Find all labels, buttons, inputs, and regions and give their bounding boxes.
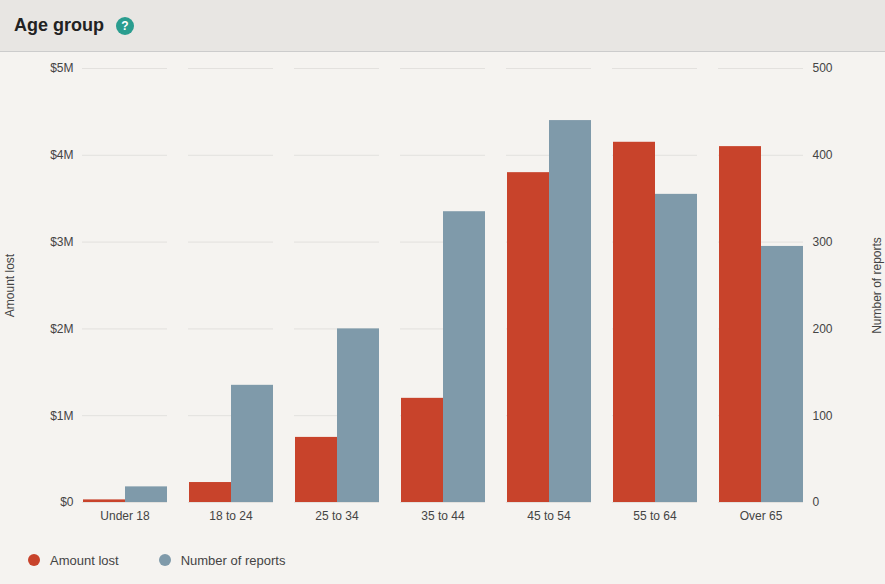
svg-text:18 to 24: 18 to 24 [209,509,253,523]
svg-text:$0: $0 [60,495,74,509]
svg-text:$5M: $5M [50,61,73,75]
svg-text:$4M: $4M [50,148,73,162]
svg-text:35 to 44: 35 to 44 [421,509,465,523]
svg-text:$3M: $3M [50,235,73,249]
svg-text:$1M: $1M [50,409,73,423]
svg-text:55 to 64: 55 to 64 [633,509,677,523]
html-text:Age group: Age group [14,15,104,35]
svg-text:300: 300 [813,235,833,249]
svg-text:45 to 54: 45 to 54 [527,509,571,523]
svg-text:Number of reports: Number of reports [870,237,884,334]
svg-text:200: 200 [813,322,833,336]
svg-text:400: 400 [813,148,833,162]
html-text:Amount lost: Amount lost [50,552,119,568]
svg-text:$2M: $2M [50,322,73,336]
svg-text:100: 100 [813,409,833,423]
html-text:Number of reports: Number of reports [180,552,286,568]
svg-text:25 to 34: 25 to 34 [315,509,359,523]
svg-text:500: 500 [813,61,833,75]
svg-text:Amount lost: Amount lost [3,253,17,317]
svg-text:0: 0 [813,495,820,509]
svg-text:Over 65: Over 65 [740,509,783,523]
svg-text:Under 18: Under 18 [100,509,150,523]
